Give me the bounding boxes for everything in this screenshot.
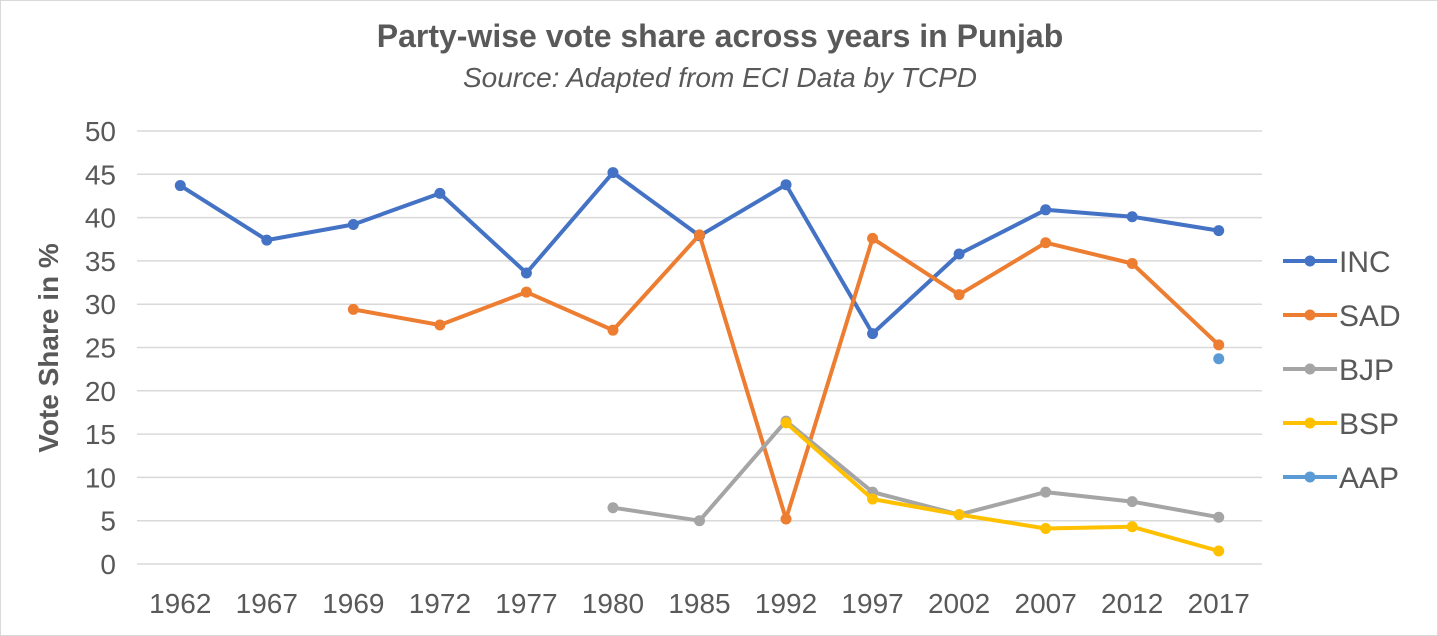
data-point: [607, 502, 619, 514]
data-point: [1040, 204, 1052, 216]
data-point: [607, 324, 619, 336]
x-axis-tick-labels: 1962 1967 1969 1972 1977 1980 1985 1992 1997 2002…: [149, 588, 1250, 619]
y-axis-title: Vote Share in %: [33, 243, 64, 453]
x-tick-label: 2002: [928, 588, 990, 619]
data-point: [953, 509, 965, 521]
data-point: [434, 319, 446, 331]
gridlines: [137, 130, 1262, 565]
data-point: [867, 493, 879, 505]
x-tick-label: 1985: [668, 588, 730, 619]
legend-item-sad: SAD: [1283, 300, 1401, 333]
data-point: [1040, 237, 1052, 249]
series-line: [351, 232, 1221, 521]
series-aap: [1213, 353, 1225, 365]
data-point: [780, 417, 792, 429]
data-point: [1126, 496, 1138, 508]
y-tick-label: 10: [85, 462, 116, 493]
data-point: [261, 234, 273, 246]
y-tick-label: 50: [85, 116, 116, 147]
series-bjp: [607, 415, 1225, 527]
x-tick-label: 2012: [1101, 588, 1163, 619]
legend-label: AAP: [1339, 462, 1399, 495]
data-point: [607, 167, 619, 179]
x-tick-label: 1997: [841, 588, 903, 619]
y-tick-label: 0: [100, 549, 116, 580]
data-point: [1213, 225, 1225, 237]
data-point: [434, 187, 446, 199]
x-tick-label: 2007: [1015, 588, 1077, 619]
data-point: [1213, 545, 1225, 557]
series-sad: [347, 229, 1225, 525]
legend: INC SAD BJP BSP AAP: [1283, 246, 1401, 495]
x-tick-label: 1980: [582, 588, 644, 619]
data-point: [347, 303, 359, 315]
y-tick-label: 45: [85, 159, 116, 190]
y-axis-tick-labels: 0 5 10 15 20 25 30 35 40 45 50: [85, 116, 116, 580]
y-tick-label: 15: [85, 419, 116, 450]
x-tick-label: 1967: [236, 588, 298, 619]
data-point: [347, 219, 359, 231]
legend-marker: [1304, 309, 1316, 321]
data-point: [953, 289, 965, 301]
data-point: [1213, 339, 1225, 351]
data-point: [1213, 353, 1225, 365]
legend-item-inc: INC: [1283, 246, 1391, 279]
y-tick-label: 30: [85, 289, 116, 320]
chart-subtitle: Source: Adapted from ECI Data by TCPD: [462, 62, 978, 93]
y-tick-label: 25: [85, 333, 116, 364]
x-tick-label: 1992: [755, 588, 817, 619]
data-point: [780, 179, 792, 191]
series-inc: [174, 167, 1225, 340]
data-point: [1126, 211, 1138, 223]
legend-marker: [1304, 471, 1316, 483]
series-line: [784, 420, 1221, 553]
legend-item-bsp: BSP: [1283, 408, 1399, 441]
series-line: [611, 419, 1221, 523]
series-bsp: [780, 417, 1225, 557]
data-point: [174, 180, 186, 192]
x-tick-label: 1972: [409, 588, 471, 619]
data-point: [780, 513, 792, 525]
data-point: [867, 232, 879, 244]
legend-label: BJP: [1339, 354, 1394, 387]
legend-marker: [1304, 363, 1316, 375]
data-point: [694, 229, 705, 241]
data-point: [1040, 522, 1052, 534]
data-point: [520, 267, 532, 279]
data-point: [520, 286, 532, 298]
legend-item-aap: AAP: [1283, 462, 1399, 495]
chart-title: Party-wise vote share across years in Pu…: [376, 18, 1064, 54]
data-point: [1213, 511, 1225, 523]
data-point: [953, 248, 965, 260]
data-point: [867, 328, 879, 340]
data-point: [1126, 521, 1138, 533]
y-tick-label: 35: [85, 246, 116, 277]
legend-label: SAD: [1339, 300, 1401, 333]
y-tick-label: 40: [85, 203, 116, 234]
x-tick-label: 1962: [149, 588, 211, 619]
legend-label: INC: [1339, 246, 1391, 279]
legend-item-bjp: BJP: [1283, 354, 1394, 387]
x-tick-label: 1969: [322, 588, 384, 619]
data-point: [1040, 486, 1052, 498]
data-point: [694, 515, 705, 527]
legend-marker: [1304, 255, 1316, 267]
data-point: [1126, 257, 1138, 269]
y-tick-label: 5: [100, 506, 116, 537]
x-tick-label: 2017: [1188, 588, 1250, 619]
y-tick-label: 20: [85, 376, 116, 407]
legend-marker: [1304, 417, 1316, 429]
x-tick-label: 1977: [495, 588, 557, 619]
legend-label: BSP: [1339, 408, 1399, 441]
series-line: [178, 170, 1221, 336]
series-lines: [174, 167, 1225, 557]
